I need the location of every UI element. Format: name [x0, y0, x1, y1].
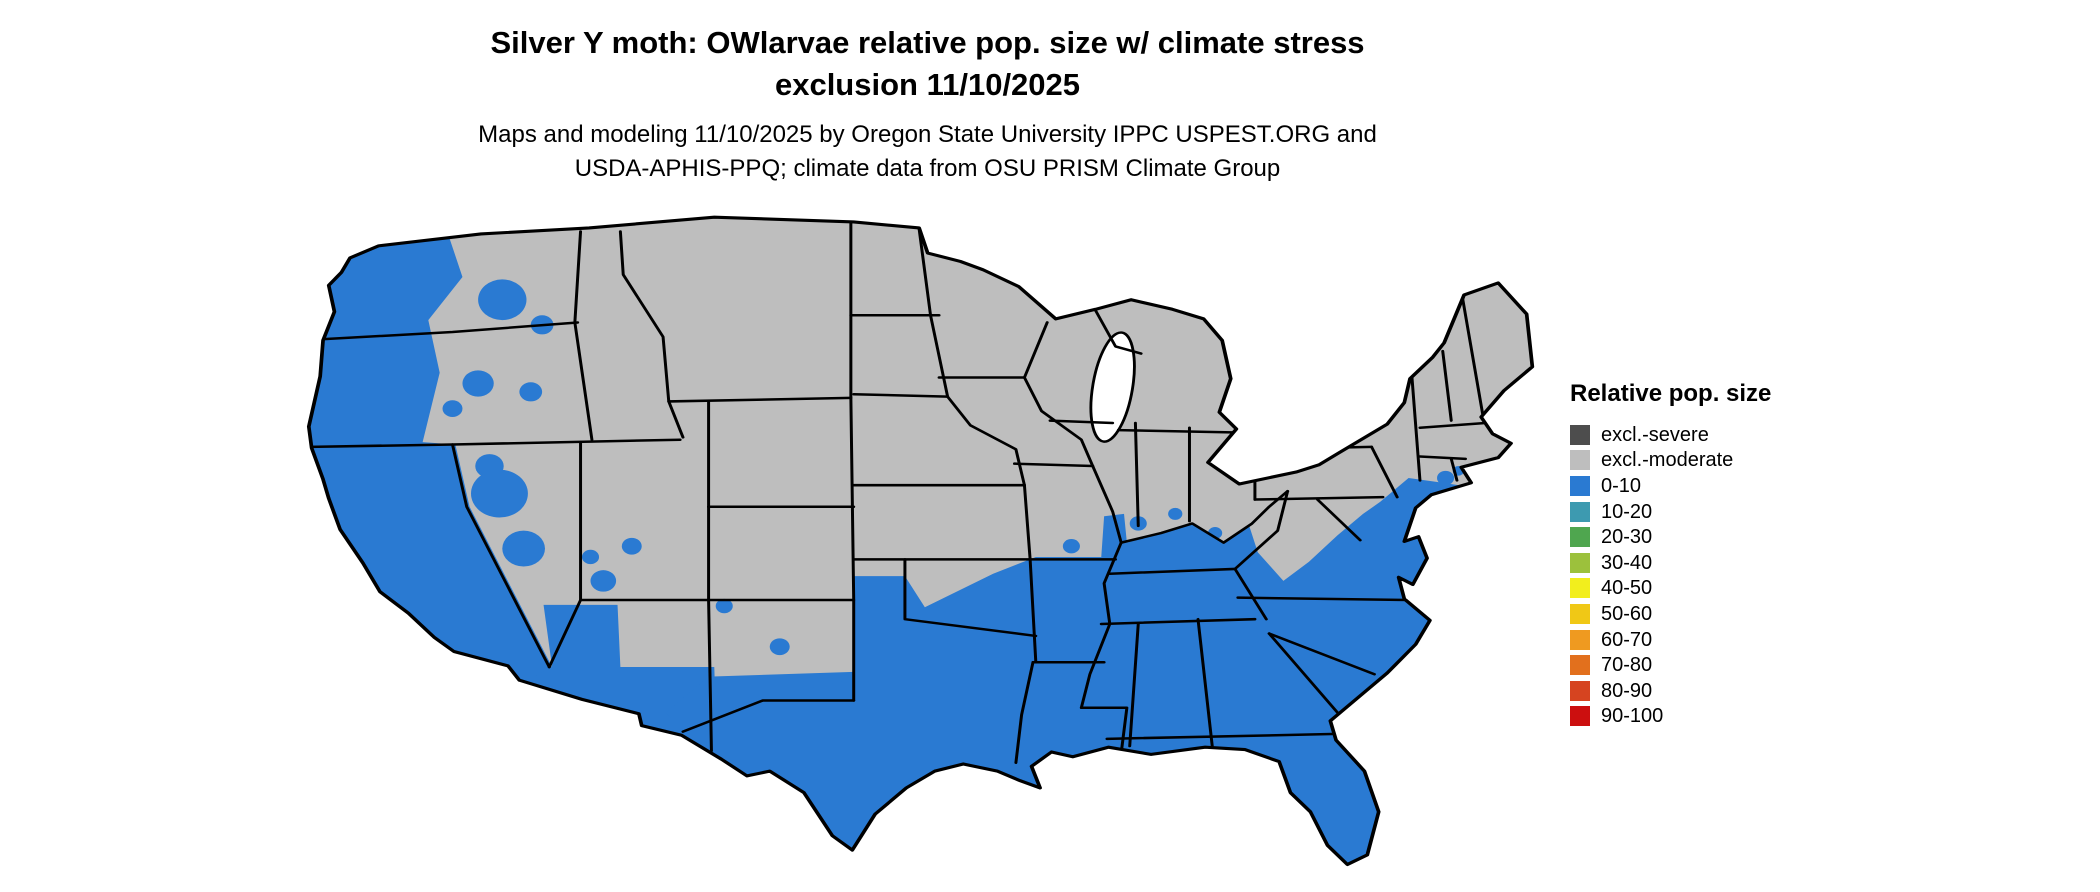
legend-swatch [1570, 527, 1590, 548]
legend-swatch [1570, 680, 1590, 701]
legend-label: 60-70 [1601, 628, 1653, 651]
figure-title-line1: Silver Y moth: OWlarvae relative pop. si… [490, 25, 1365, 60]
legend-label: 50-60 [1601, 602, 1653, 625]
legend: Relative pop. size excl.-severe excl.-mo… [1570, 380, 1771, 729]
legend-label: 80-90 [1601, 679, 1653, 702]
legend-item: 70-80 [1570, 652, 1771, 678]
legend-label: 90-100 [1601, 705, 1664, 728]
legend-item: 90-100 [1570, 704, 1771, 730]
legend-item: 50-60 [1570, 601, 1771, 627]
figure-subtitle-line2: USDA-APHIS-PPQ; climate data from OSU PR… [574, 155, 1281, 182]
legend-item: excl.-severe [1570, 422, 1771, 448]
legend-item: 20-30 [1570, 524, 1771, 550]
lake-michigan [1089, 331, 1136, 443]
legend-swatch [1570, 475, 1590, 496]
figure-title: Silver Y moth: OWlarvae relative pop. si… [0, 22, 1855, 106]
legend-swatch [1570, 552, 1590, 573]
legend-item: 30-40 [1570, 550, 1771, 576]
legend-swatch [1570, 603, 1590, 624]
legend-swatch [1570, 629, 1590, 650]
legend-label: excl.-severe [1601, 423, 1709, 446]
legend-label: 0-10 [1601, 474, 1642, 497]
legend-label: excl.-moderate [1601, 449, 1734, 472]
legend-item: excl.-moderate [1570, 448, 1771, 474]
us-map-svg [306, 215, 1535, 867]
legend-item: 80-90 [1570, 678, 1771, 704]
legend-label: 70-80 [1601, 654, 1653, 677]
legend-swatch [1570, 578, 1590, 599]
legend-item: 60-70 [1570, 627, 1771, 653]
legend-swatch [1570, 450, 1590, 471]
legend-label: 40-50 [1601, 577, 1653, 600]
legend-swatch [1570, 706, 1590, 727]
figure-subtitle: Maps and modeling 11/10/2025 by Oregon S… [0, 118, 1855, 186]
legend-item: 10-20 [1570, 499, 1771, 525]
figure-title-line2: exclusion 11/10/2025 [774, 67, 1081, 102]
us-map [296, 210, 1548, 886]
legend-swatch [1570, 424, 1590, 445]
legend-swatch [1570, 655, 1590, 676]
legend-label: 30-40 [1601, 551, 1653, 574]
legend-swatch [1570, 501, 1590, 522]
legend-label: 20-30 [1601, 526, 1653, 549]
legend-item: 0-10 [1570, 473, 1771, 499]
state-borders [308, 220, 1487, 765]
us-coastline [306, 215, 1535, 867]
legend-label: 10-20 [1601, 500, 1653, 523]
legend-item: 40-50 [1570, 576, 1771, 602]
figure-subtitle-line1: Maps and modeling 11/10/2025 by Oregon S… [478, 121, 1377, 148]
legend-title: Relative pop. size [1570, 380, 1772, 407]
